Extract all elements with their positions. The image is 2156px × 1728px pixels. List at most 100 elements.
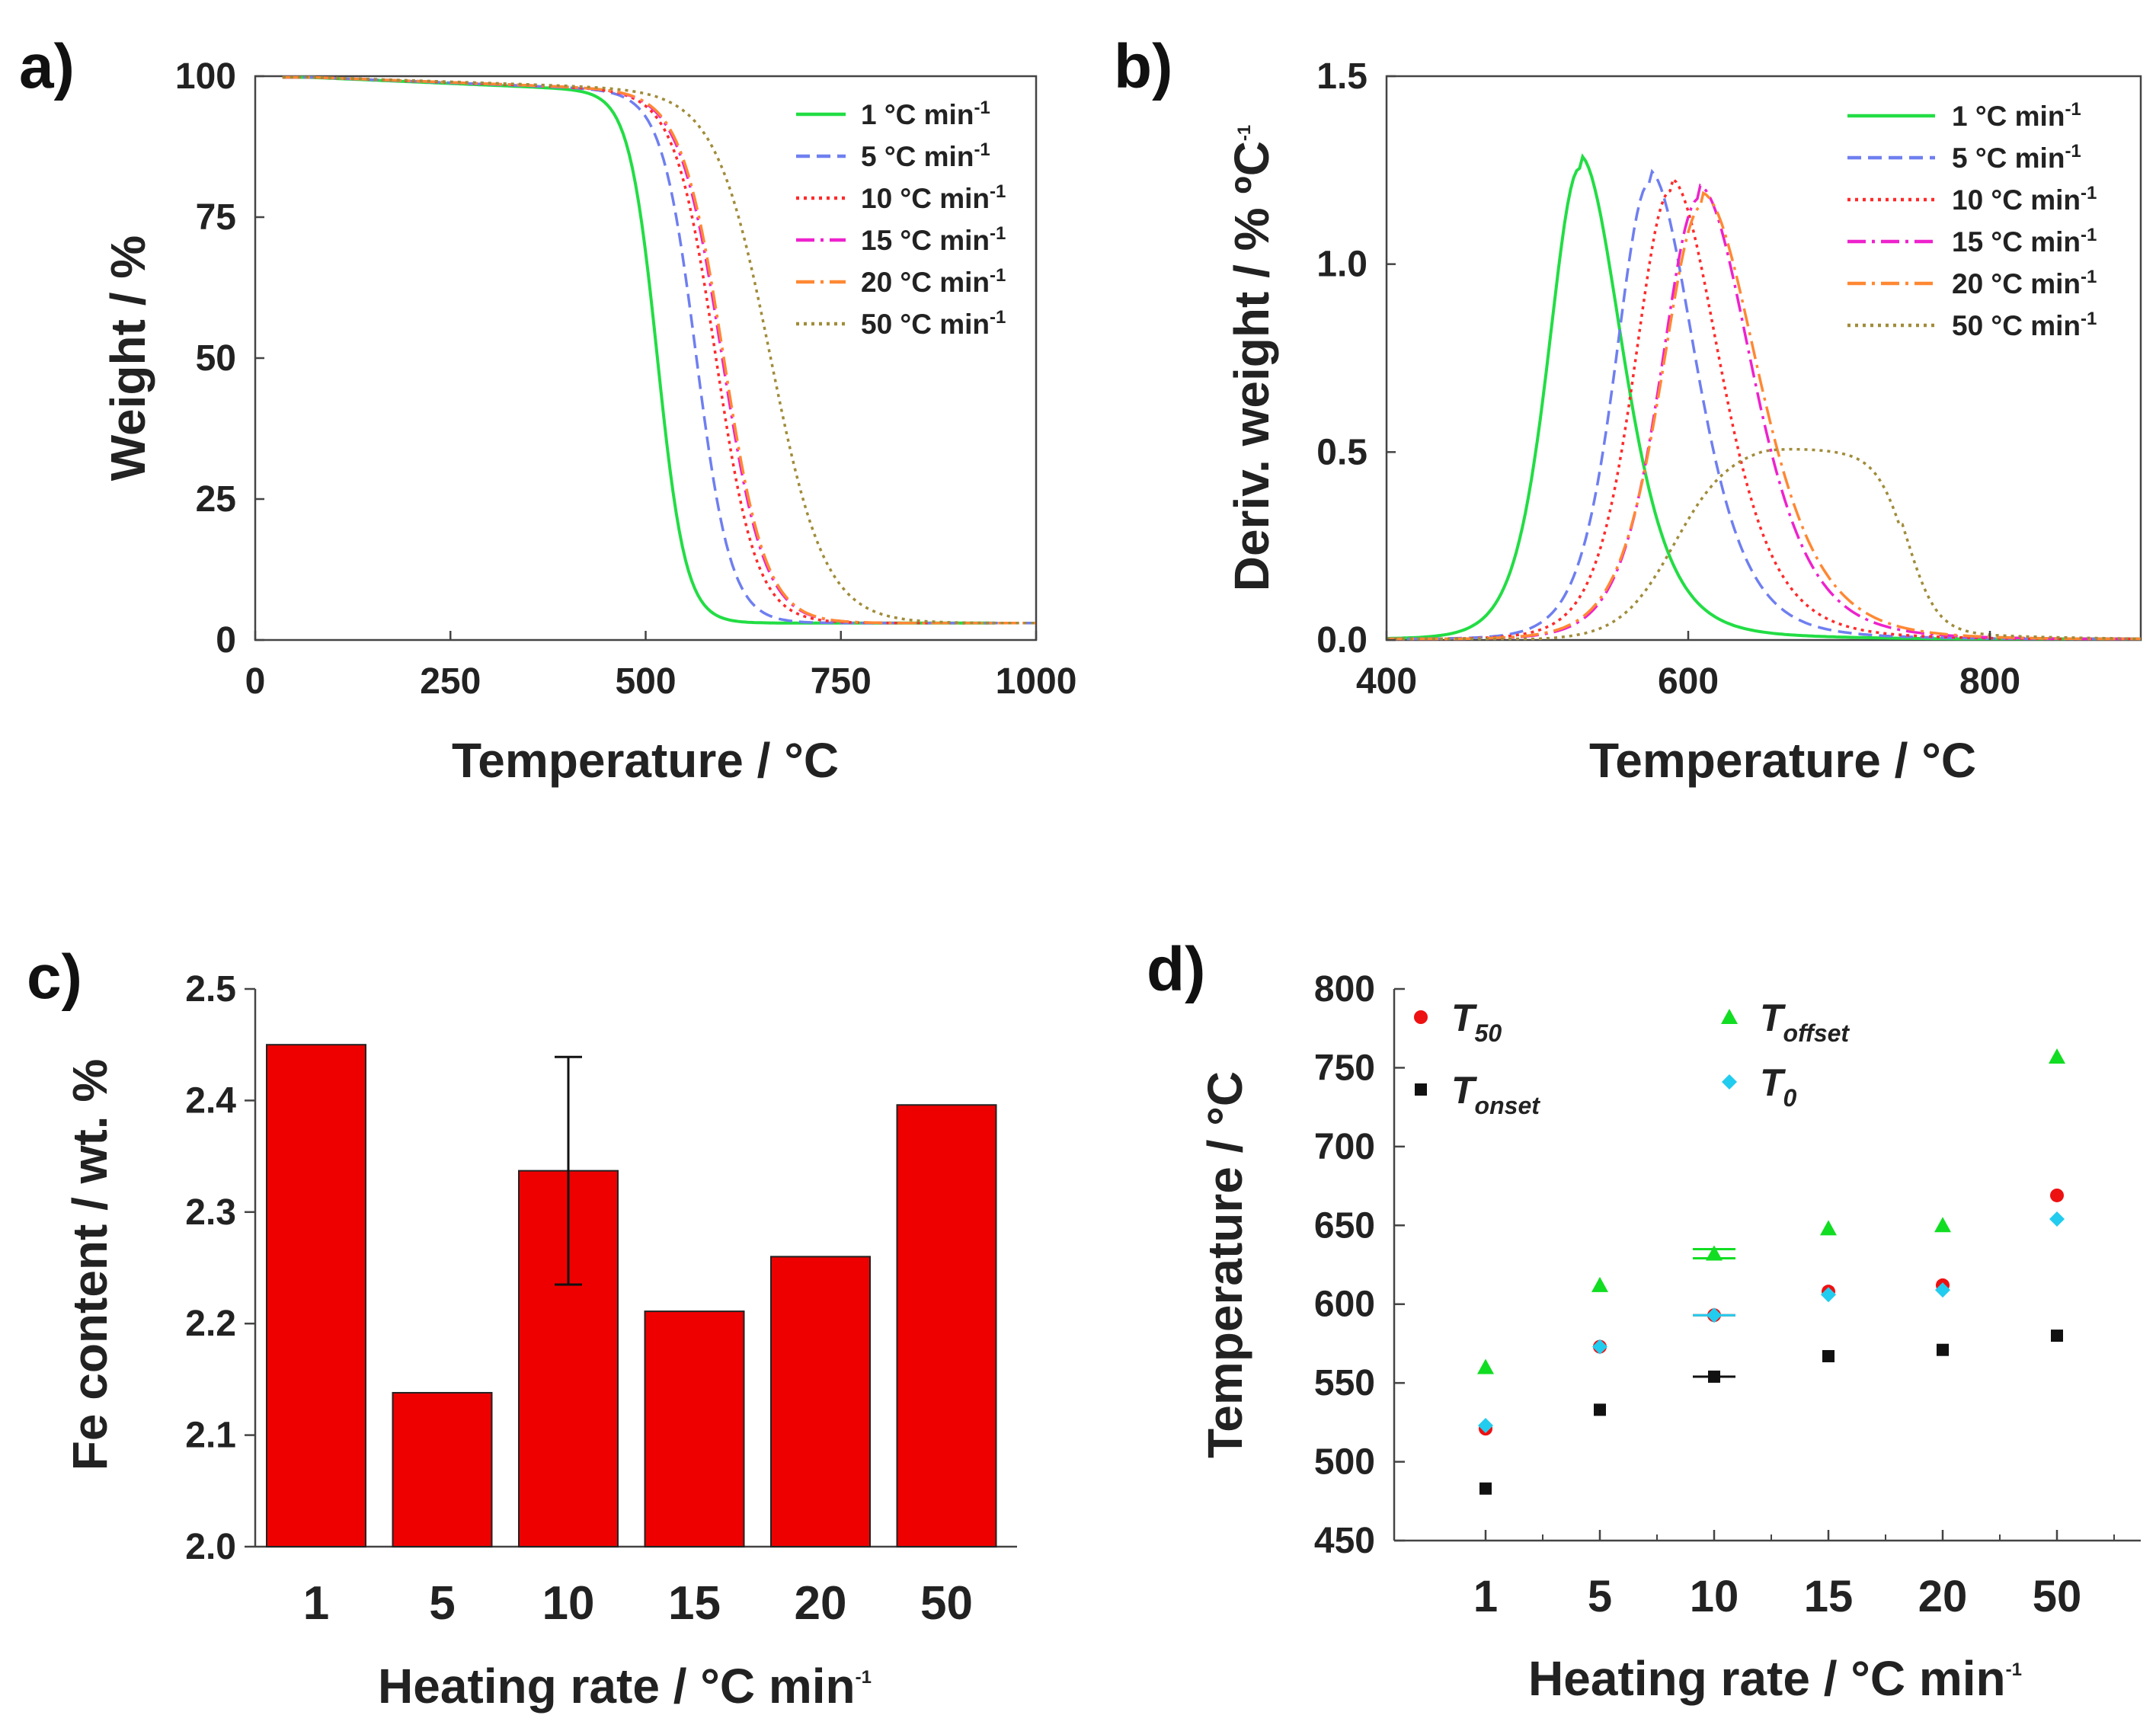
- point-onset-50: [2051, 1330, 2063, 1342]
- legend-sup: -1: [974, 98, 990, 118]
- legend-label: Tonset: [1451, 1069, 1540, 1119]
- panel-c-ylabel: Fe content / wt. %: [62, 1059, 117, 1470]
- panel-c: c) 2.02.12.22.32.42.51 5 10 15 20 50 Heating …: [27, 942, 1017, 1714]
- x-tick-label: 250: [420, 661, 481, 702]
- y-tick-label: 550: [1314, 1363, 1375, 1403]
- bar-20: [770, 1256, 871, 1547]
- legend-sup: -1: [990, 181, 1006, 202]
- x-tick-label: 15: [668, 1577, 721, 1630]
- panel-b-xlabel: Temperature / °C: [1589, 733, 1976, 788]
- legend-text: 50 °C min: [1952, 310, 2081, 341]
- legend-text: 1 °C min: [861, 99, 974, 130]
- legend-text: 10 °C min: [1952, 184, 2081, 216]
- point-0-10: [1707, 1307, 1722, 1323]
- legend-sup: -1: [990, 307, 1006, 328]
- legend-sup: -1: [2081, 183, 2097, 203]
- point-offset-10: [1706, 1245, 1723, 1261]
- legend-label: T0: [1760, 1061, 1797, 1112]
- y-tick-label: 1.0: [1316, 245, 1367, 285]
- point-onset-5: [1594, 1403, 1606, 1416]
- legend-text: 5 °C min: [1952, 142, 2065, 174]
- x-tick-label: 500: [615, 661, 676, 702]
- y-tick-label: 0: [216, 620, 236, 661]
- legend-label: 10 °C min-1: [861, 181, 1006, 214]
- dtg-curve-20C: [1387, 190, 2141, 641]
- x-tick-label: 1: [1473, 1572, 1498, 1621]
- legend-text: 50 °C min: [861, 309, 990, 340]
- y-tick-label: 2.2: [185, 1304, 236, 1344]
- point-offset-5: [1591, 1276, 1608, 1292]
- legend-text: 10 °C min: [861, 183, 990, 214]
- legend-sub: 0: [1783, 1084, 1797, 1112]
- legend-marker: [1722, 1074, 1737, 1090]
- tga-curve-50C: [282, 75, 1035, 625]
- legend-label: 1 °C min-1: [1952, 99, 2081, 132]
- y-tick-label: 2.1: [185, 1416, 236, 1456]
- bar-5: [392, 1391, 493, 1548]
- legend-label: 20 °C min-1: [861, 265, 1006, 298]
- x-tick-label: 600: [1658, 661, 1719, 702]
- y-tick-label: 600: [1314, 1285, 1375, 1325]
- y-tick-label: 100: [175, 56, 236, 97]
- legend-sup: -1: [2081, 225, 2097, 245]
- point-50-50: [2050, 1188, 2064, 1202]
- legend-sup: -1: [2081, 309, 2097, 329]
- panel-d-xlabel: Heating rate / °C min-1: [1528, 1651, 2022, 1706]
- x-tick-label: 400: [1356, 661, 1417, 702]
- x-tick-label: 20: [1918, 1572, 1968, 1621]
- legend-label: 5 °C min-1: [861, 139, 990, 172]
- panel-a-label: a): [19, 32, 75, 101]
- point-onset-15: [1822, 1349, 1835, 1362]
- y-tick-label: 2.5: [185, 969, 236, 1010]
- legend-marker: [1415, 1083, 1427, 1096]
- legend-text: 1 °C min: [1952, 101, 2065, 132]
- panel-d-ylabel: Temperature / °C: [1198, 1071, 1252, 1458]
- legend-label: T50: [1451, 997, 1502, 1047]
- panel-c-label: c): [27, 942, 82, 1012]
- y-tick-label: 650: [1314, 1205, 1375, 1246]
- legend-label: 10 °C min-1: [1952, 183, 2097, 216]
- y-tick-label: 2.0: [185, 1527, 236, 1567]
- point-offset-50: [2049, 1048, 2065, 1064]
- point-0-15: [1821, 1287, 1836, 1303]
- x-tick-label: 5: [429, 1577, 455, 1630]
- y-tick-label: 1.5: [1316, 56, 1367, 97]
- legend-text: 20 °C min: [861, 267, 990, 298]
- panel-d-label: d): [1147, 935, 1205, 1004]
- legend-text: T: [1760, 997, 1787, 1039]
- legend-text: 15 °C min: [861, 225, 990, 256]
- x-tick-label: 50: [920, 1577, 973, 1630]
- y-tick-label: 75: [196, 197, 236, 238]
- y-tick-label: 450: [1314, 1521, 1375, 1561]
- y-tick-label: 0.0: [1316, 620, 1367, 661]
- legend-label: 5 °C min-1: [1952, 141, 2081, 174]
- legend-sup: -1: [990, 265, 1006, 286]
- panel-b-frame: [1385, 75, 2142, 642]
- legend-label: 50 °C min-1: [1952, 309, 2097, 341]
- legend-text: 20 °C min: [1952, 268, 2081, 299]
- x-tick-label: 15: [1804, 1572, 1854, 1621]
- bar-50: [896, 1104, 997, 1547]
- panel-a-ylabel: Weight / %: [101, 235, 155, 481]
- legend-sub: onset: [1475, 1092, 1541, 1119]
- legend-text: T: [1451, 1069, 1478, 1112]
- panel-b-ylabel: Deriv. weight / % ºC-1: [1224, 125, 1279, 592]
- legend-sup: -1: [2065, 141, 2081, 162]
- x-tick-label: 1000: [996, 661, 1077, 702]
- point-onset-10: [1708, 1370, 1720, 1383]
- legend-text: T: [1760, 1061, 1787, 1104]
- x-tick-label: 750: [811, 661, 872, 702]
- legend-sup: -1: [2065, 99, 2081, 120]
- legend-text: T: [1451, 997, 1478, 1039]
- y-tick-label: 800: [1314, 969, 1375, 1010]
- legend-label: 1 °C min-1: [861, 98, 990, 130]
- y-tick-label: 0.5: [1316, 432, 1367, 472]
- dtg-curve-50C: [1387, 447, 2142, 641]
- y-tick-label: 50: [196, 338, 236, 379]
- legend-sup: -1: [990, 223, 1006, 244]
- point-offset-20: [1934, 1217, 1951, 1233]
- bar-15: [644, 1310, 745, 1547]
